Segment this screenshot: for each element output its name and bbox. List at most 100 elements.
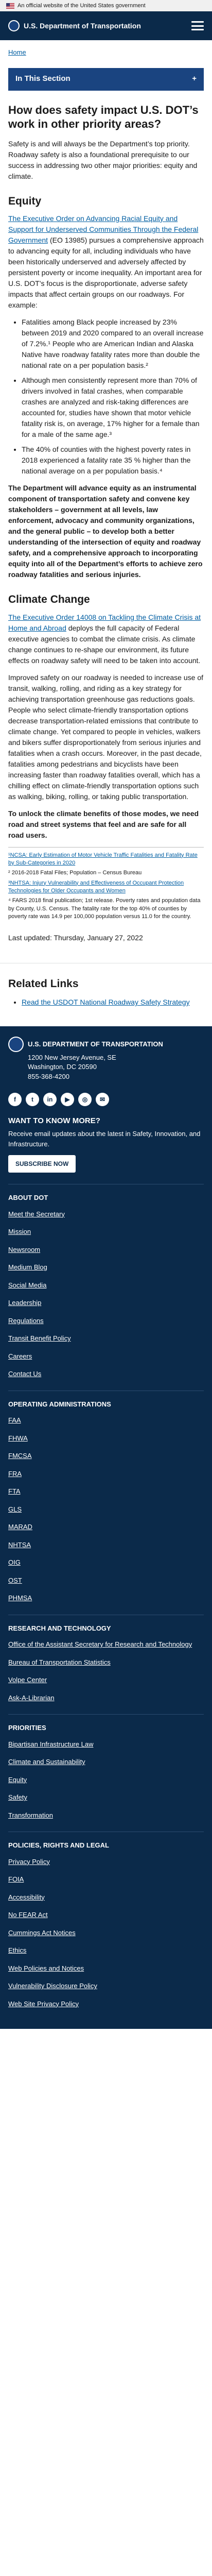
footer-link[interactable]: Social Media (8, 1281, 47, 1289)
page-title: How does safety impact U.S. DOT’s work i… (8, 103, 199, 131)
footer-link[interactable]: Leadership (8, 1299, 42, 1307)
intro-paragraph: Safety is and will always be the Departm… (8, 139, 198, 180)
site-footer: U.S. DEPARTMENT OF TRANSPORTATION 1200 N… (0, 1026, 212, 2029)
footnote-link[interactable]: ¹NCSA: Early Estimation of Motor Vehicle… (8, 852, 198, 866)
footer-section: Operating Administrations FAA FHWA FMCSA FRA… (8, 1390, 204, 1603)
email-icon[interactable]: ✉ (96, 1092, 109, 1106)
equity-paragraph-1-text: (EO 13985) pursues a comprehensive appro… (8, 236, 204, 309)
footer-link[interactable]: Accessibility (8, 1893, 45, 1901)
instagram-icon[interactable]: ◎ (78, 1092, 92, 1106)
footer-link[interactable]: Mission (8, 1228, 31, 1236)
related-links: Related Links Read the USDOT National Ro… (0, 962, 212, 1008)
twitter-icon[interactable]: t (26, 1092, 39, 1106)
footnote-link[interactable]: ³NHTSA: Injury Vulnerability and Effecti… (8, 879, 184, 894)
footer-link[interactable]: FTA (8, 1487, 21, 1496)
equity-eo-link[interactable]: The Executive Order on Advancing Racial … (8, 214, 199, 244)
footer-link[interactable]: NHTSA (8, 1540, 31, 1549)
facebook-icon[interactable]: f (8, 1092, 22, 1106)
footer-link[interactable]: Meet the Secretary (8, 1210, 65, 1218)
footer-org: U.S. DEPARTMENT OF TRANSPORTATION (8, 1037, 204, 1053)
footer-link[interactable]: Cummings Act Notices (8, 1928, 76, 1937)
menu-icon[interactable] (191, 21, 204, 30)
list-item: Fatalities among Black people increased … (22, 317, 204, 371)
list-item: Although men consistently represent more… (22, 375, 204, 440)
site-logo[interactable]: U.S. Department of Transportation (8, 20, 141, 31)
gov-banner: An official website of the United States… (0, 0, 212, 11)
related-link[interactable]: Read the USDOT National Roadway Safety S… (22, 998, 190, 1007)
footer-link[interactable]: GLS (8, 1505, 22, 1513)
footer-link[interactable]: No FEAR Act (8, 1911, 48, 1919)
footer-link[interactable]: Ethics (8, 1946, 27, 1955)
footer-link[interactable]: Careers (8, 1352, 32, 1360)
footer-link[interactable]: Office of the Assistant Secretary for Re… (8, 1640, 192, 1649)
footer-link[interactable]: OIG (8, 1558, 21, 1567)
climate-paragraph-3: To unlock the climate benefits of those … (8, 809, 199, 839)
youtube-icon[interactable]: ▶ (61, 1092, 74, 1106)
footer-link[interactable]: Ask-A-Librarian (8, 1693, 55, 1702)
newsletter-heading: WANT TO KNOW MORE? (8, 1116, 100, 1125)
list-item: Read the USDOT National Roadway Safety S… (22, 997, 204, 1008)
footer-section-title: Operating Administrations (8, 1400, 111, 1408)
footer-link[interactable]: Newsroom (8, 1245, 41, 1253)
footer-link[interactable]: Web Site Privacy Policy (8, 1999, 79, 2008)
footer-link[interactable]: Safety (8, 1793, 27, 1802)
dot-seal-icon (8, 1037, 24, 1053)
site-header: U.S. Department of Transportation (0, 11, 212, 40)
footer-link[interactable]: Bureau of Transportation Statistics (8, 1658, 111, 1666)
footer-section: About DOT Meet the Secretary Mission Newsro… (8, 1184, 204, 1379)
footer-link[interactable]: Equity (8, 1775, 27, 1784)
climate-paragraph-1-text: deploys the full capacity of Federal exe… (8, 623, 201, 665)
footer-link[interactable]: FMCSA (8, 1452, 32, 1460)
equity-paragraph-1: The Executive Order on Advancing Racial … (8, 213, 204, 311)
footer-link[interactable]: Transit Benefit Policy (8, 1334, 71, 1343)
footer-section: Policies, Rights and Legal Privacy Policy… (8, 1832, 204, 2009)
footer-link[interactable]: Transformation (8, 1811, 53, 1819)
footer-link[interactable]: Bipartisan Infrastructure Law (8, 1740, 94, 1748)
newsletter-text: Receive email updates about the latest i… (8, 1130, 201, 1148)
footer-link[interactable]: Medium Blog (8, 1263, 47, 1272)
subscribe-button[interactable]: Subscribe Now (8, 1155, 76, 1173)
footer-section-title: Priorities (8, 1724, 46, 1732)
footer-link[interactable]: Volpe Center (8, 1676, 47, 1684)
footer-section-title: Policies, Rights and Legal (8, 1841, 109, 1850)
footer-link[interactable]: MARAD (8, 1523, 32, 1531)
equity-paragraph-2: The Department will advance equity as an… (8, 484, 203, 579)
address-line: 1200 New Jersey Avenue, SE (28, 1054, 116, 1062)
footer-link[interactable]: Contact Us (8, 1370, 42, 1378)
plus-icon: + (192, 74, 197, 83)
us-flag-icon (6, 3, 14, 9)
equity-list: Fatalities among Black people increased … (8, 317, 204, 477)
footer-section: Research and Technology Office of the Ass… (8, 1614, 204, 1703)
footer-link[interactable]: Web Policies and Notices (8, 1964, 84, 1972)
related-heading: Related Links (8, 977, 79, 990)
social-links: f t in ▶ ◎ ✉ (8, 1092, 204, 1106)
footnote: ³NHTSA: Injury Vulnerability and Effecti… (8, 879, 204, 895)
site-title: U.S. Department of Transportation (24, 21, 141, 30)
footer-link[interactable]: OST (8, 1576, 22, 1584)
phone-number: 855-368-4200 (28, 1072, 69, 1080)
footer-org-name: U.S. DEPARTMENT OF TRANSPORTATION (28, 1040, 163, 1048)
newsletter: WANT TO KNOW MORE? Receive email updates… (8, 1115, 204, 1173)
footer-link[interactable]: FAA (8, 1416, 21, 1425)
in-this-section-toggle[interactable]: In This Section + (8, 67, 204, 91)
climate-eo-link[interactable]: The Executive Order 14008 on Tackling th… (8, 613, 201, 632)
climate-paragraph-1: The Executive Order 14008 on Tackling th… (8, 612, 204, 666)
footer-section: Priorities Bipartisan Infrastructure Law C… (8, 1714, 204, 1820)
related-list: Read the USDOT National Roadway Safety S… (8, 997, 204, 1008)
breadcrumb-home[interactable]: Home (8, 48, 26, 56)
gov-banner-text: An official website of the United States… (17, 2, 146, 9)
breadcrumb: Home (0, 40, 212, 63)
footer-link[interactable]: Regulations (8, 1316, 44, 1325)
footer-link[interactable]: Privacy Policy (8, 1857, 50, 1866)
footnote: ⁴ FARS 2018 final publication; 1st relea… (8, 897, 201, 920)
footer-link[interactable]: FRA (8, 1469, 22, 1478)
footer-link[interactable]: PHMSA (8, 1594, 32, 1602)
linkedin-icon[interactable]: in (43, 1092, 57, 1106)
footer-link[interactable]: Vulnerability Disclosure Policy (8, 1982, 97, 1990)
footer-section-title: About DOT (8, 1194, 48, 1202)
footer-link[interactable]: Climate and Sustainability (8, 1758, 85, 1766)
footer-link[interactable]: FOIA (8, 1875, 24, 1884)
footer-link[interactable]: FHWA (8, 1434, 28, 1442)
footnote: ² 2016-2018 Fatal Files; Population – Ce… (8, 870, 142, 876)
footnotes: ¹NCSA: Early Estimation of Motor Vehicle… (8, 846, 204, 921)
